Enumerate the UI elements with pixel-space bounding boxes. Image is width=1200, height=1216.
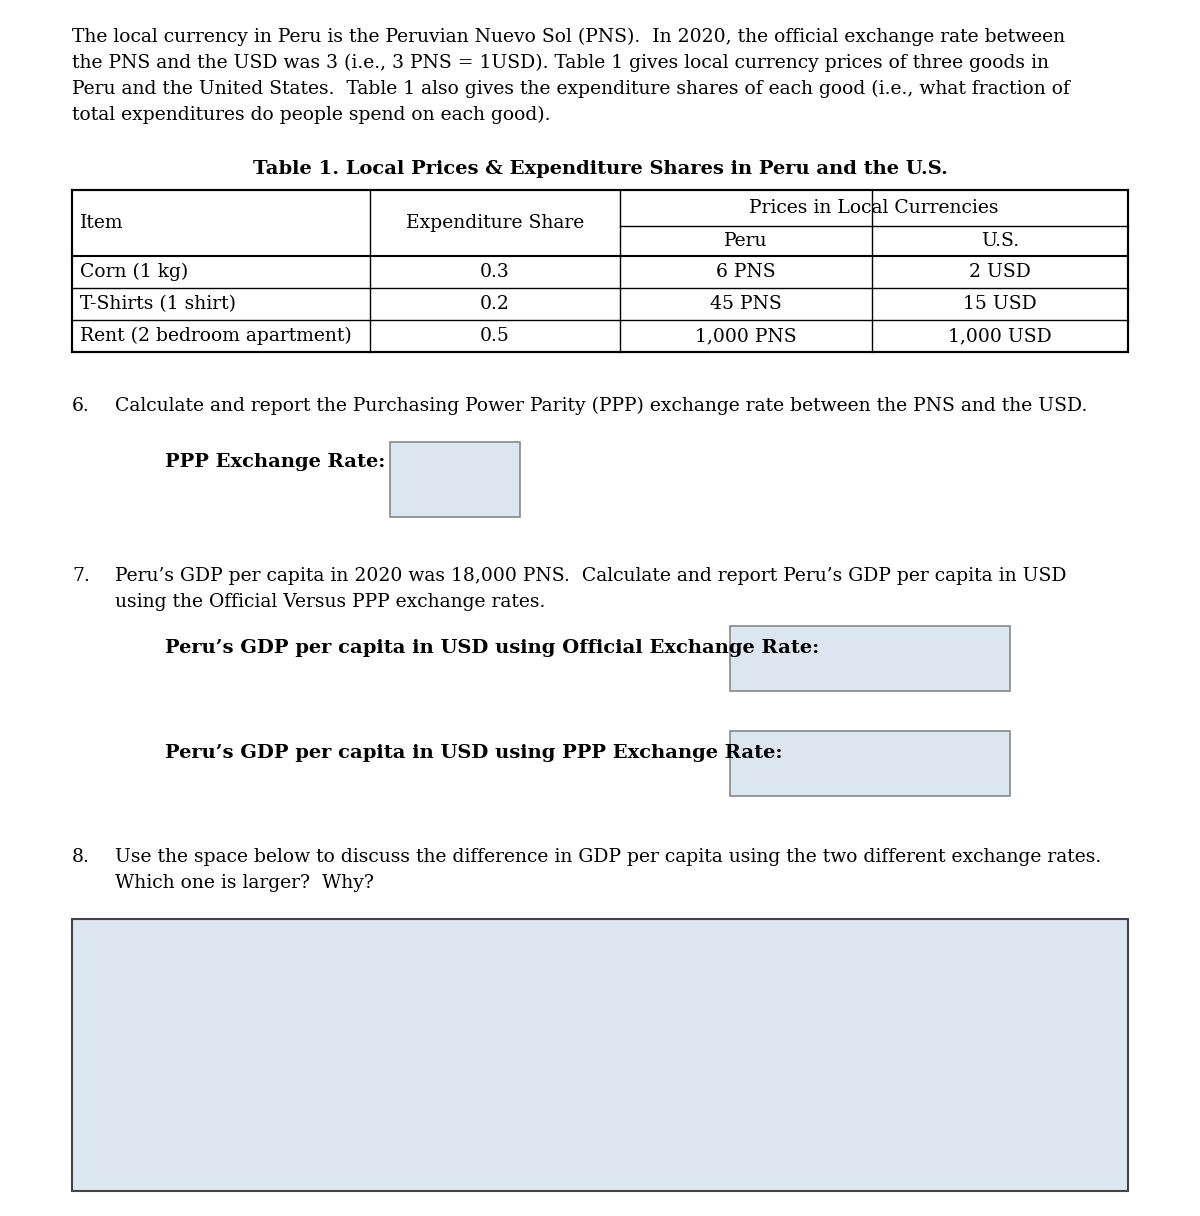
Text: Which one is larger?  Why?: Which one is larger? Why? bbox=[115, 874, 374, 893]
Text: PPP Exchange Rate:: PPP Exchange Rate: bbox=[166, 454, 385, 471]
Text: Prices in Local Currencies: Prices in Local Currencies bbox=[749, 199, 998, 216]
Text: Item: Item bbox=[80, 214, 124, 232]
Bar bbox=[730, 731, 1010, 796]
Text: Peru’s GDP per capita in USD using PPP Exchange Rate:: Peru’s GDP per capita in USD using PPP E… bbox=[166, 744, 782, 762]
Text: the PNS and the USD was 3 (i.e., 3 PNS = 1USD). Table 1 gives local currency pri: the PNS and the USD was 3 (i.e., 3 PNS =… bbox=[72, 54, 1049, 72]
Bar bbox=[72, 919, 1128, 1190]
Text: 0.3: 0.3 bbox=[480, 263, 510, 281]
Text: 0.2: 0.2 bbox=[480, 295, 510, 313]
Text: 1,000 USD: 1,000 USD bbox=[948, 327, 1052, 345]
Text: 6 PNS: 6 PNS bbox=[716, 263, 776, 281]
Text: 6.: 6. bbox=[72, 396, 90, 415]
Text: 45 PNS: 45 PNS bbox=[710, 295, 782, 313]
Text: Peru: Peru bbox=[725, 232, 768, 250]
Text: 0.5: 0.5 bbox=[480, 327, 510, 345]
Text: U.S.: U.S. bbox=[980, 232, 1019, 250]
Text: 8.: 8. bbox=[72, 848, 90, 866]
Text: 2 USD: 2 USD bbox=[970, 263, 1031, 281]
Text: Peru’s GDP per capita in 2020 was 18,000 PNS.  Calculate and report Peru’s GDP p: Peru’s GDP per capita in 2020 was 18,000… bbox=[115, 567, 1067, 585]
Bar bbox=[390, 441, 520, 517]
Text: Expenditure Share: Expenditure Share bbox=[406, 214, 584, 232]
Bar bbox=[72, 190, 1128, 351]
Text: using the Official Versus PPP exchange rates.: using the Official Versus PPP exchange r… bbox=[115, 593, 545, 610]
Text: 15 USD: 15 USD bbox=[964, 295, 1037, 313]
Text: The local currency in Peru is the Peruvian Nuevo Sol (PNS).  In 2020, the offici: The local currency in Peru is the Peruvi… bbox=[72, 28, 1066, 46]
Text: Corn (1 kg): Corn (1 kg) bbox=[80, 263, 188, 281]
Text: Peru and the United States.  Table 1 also gives the expenditure shares of each g: Peru and the United States. Table 1 also… bbox=[72, 80, 1070, 98]
Text: Peru’s GDP per capita in USD using Official Exchange Rate:: Peru’s GDP per capita in USD using Offic… bbox=[166, 638, 820, 657]
Text: Calculate and report the Purchasing Power Parity (PPP) exchange rate between the: Calculate and report the Purchasing Powe… bbox=[115, 396, 1087, 415]
Text: total expenditures do people spend on each good).: total expenditures do people spend on ea… bbox=[72, 106, 551, 124]
Text: Table 1. Local Prices & Expenditure Shares in Peru and the U.S.: Table 1. Local Prices & Expenditure Shar… bbox=[252, 161, 948, 178]
Text: Use the space below to discuss the difference in GDP per capita using the two di: Use the space below to discuss the diffe… bbox=[115, 848, 1102, 866]
Text: 1,000 PNS: 1,000 PNS bbox=[695, 327, 797, 345]
Text: T-Shirts (1 shirt): T-Shirts (1 shirt) bbox=[80, 295, 236, 313]
Bar bbox=[730, 626, 1010, 691]
Text: Rent (2 bedroom apartment): Rent (2 bedroom apartment) bbox=[80, 327, 352, 345]
Text: 7.: 7. bbox=[72, 567, 90, 585]
